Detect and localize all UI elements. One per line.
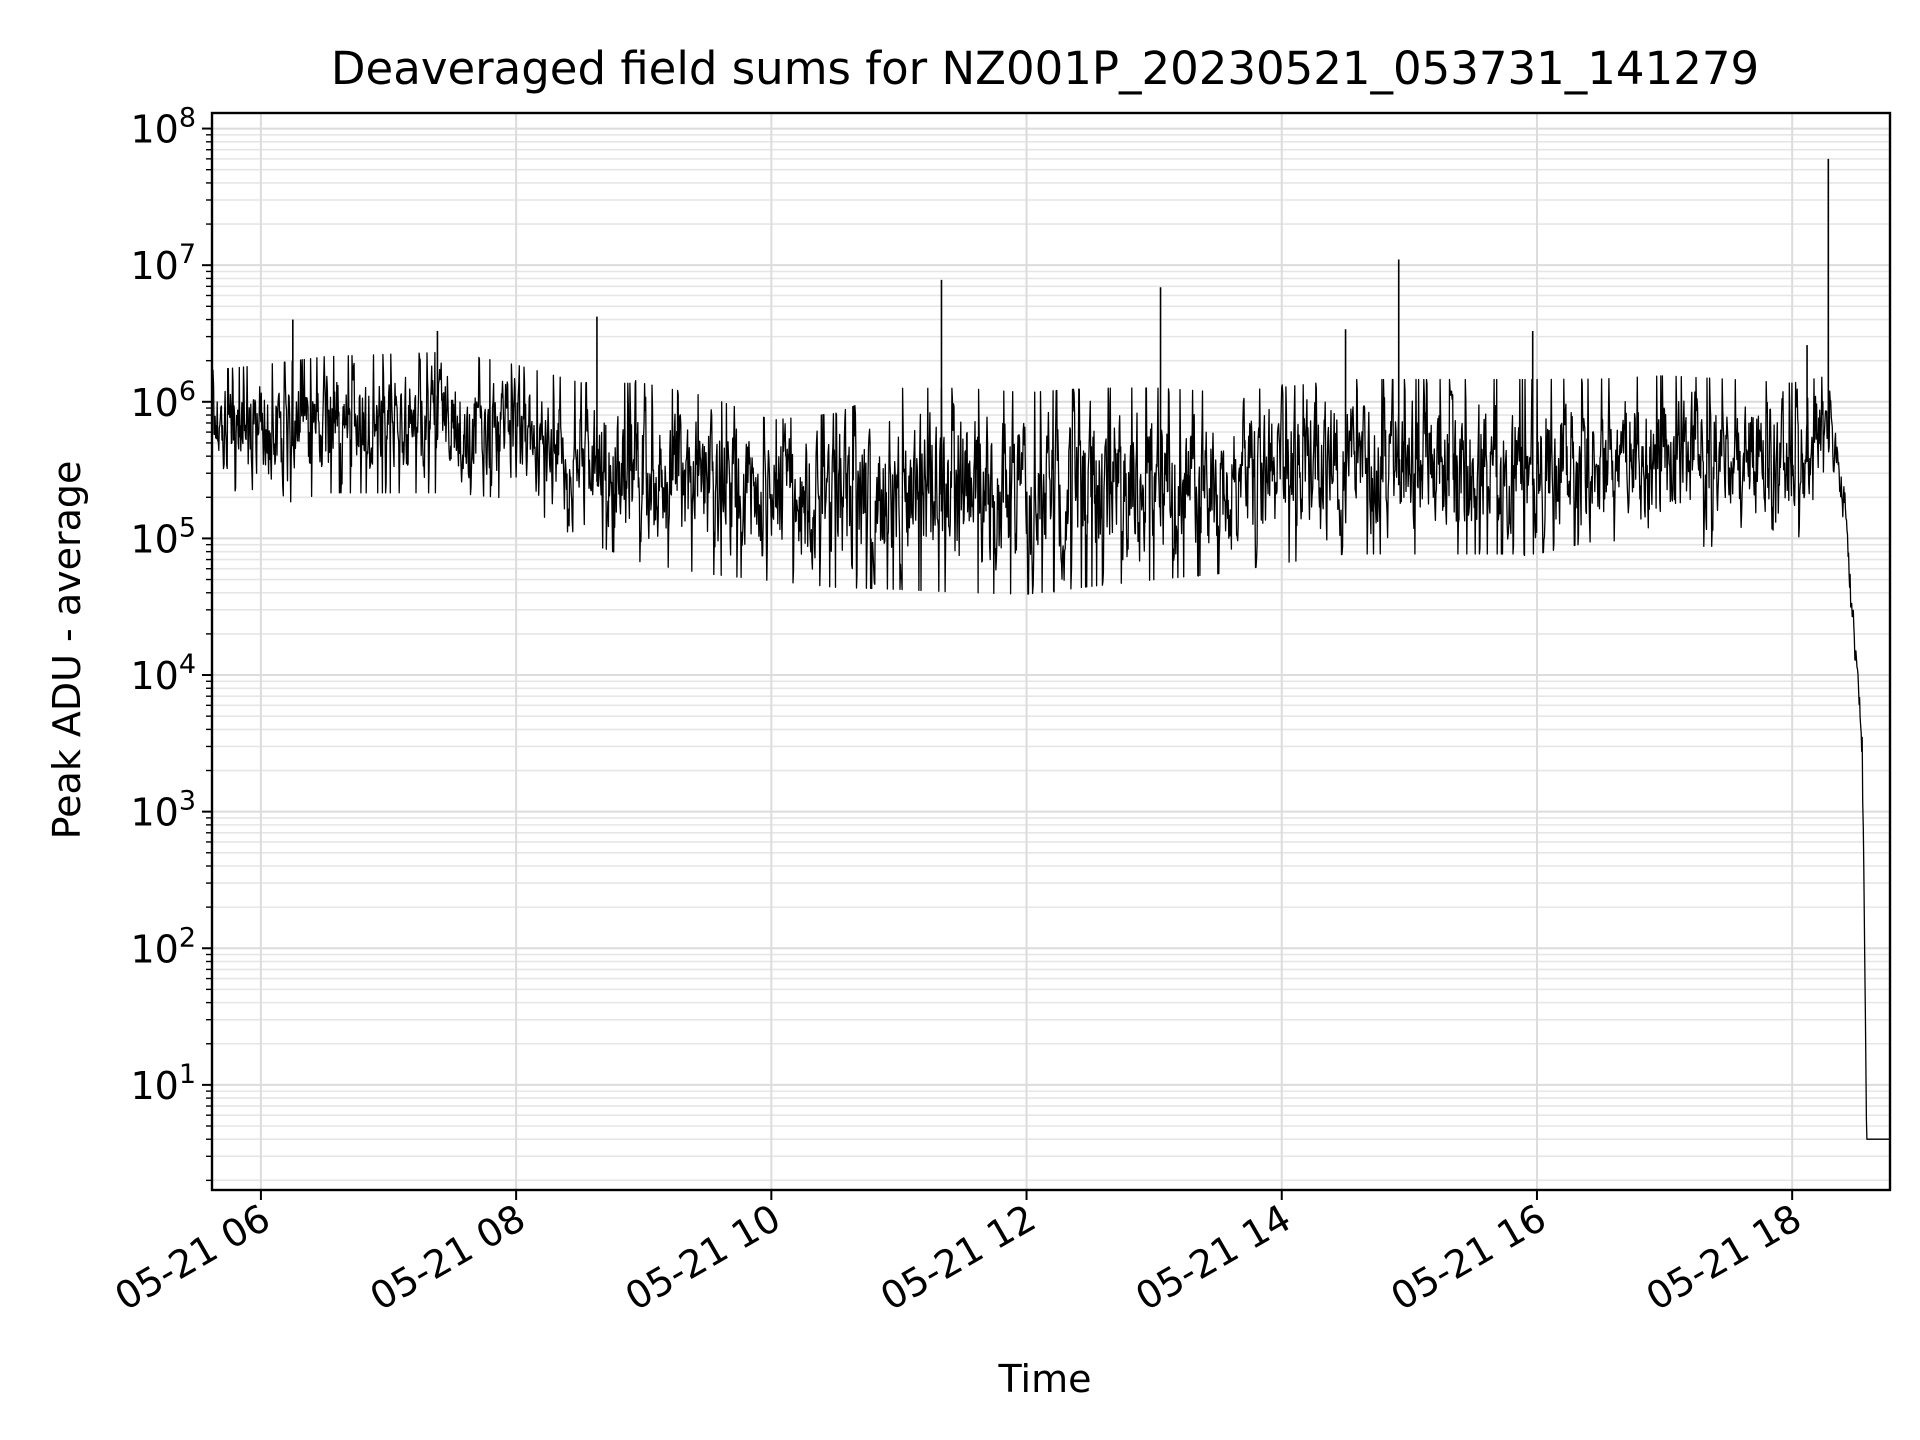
- y-tick-label: 107: [130, 239, 196, 288]
- y-tick-label: 106: [130, 376, 196, 425]
- y-axis: 101 102 103 104 105 106 107 108: [130, 103, 212, 1182]
- y-tick-label: 102: [130, 922, 196, 971]
- y-tick-label: 103: [130, 786, 196, 835]
- y-axis-label: Peak ADU - average: [45, 461, 89, 840]
- y-tick-label: 101: [130, 1059, 196, 1108]
- chart-title: Deaveraged field sums for NZ001P_2023052…: [331, 42, 1759, 95]
- grid: [212, 113, 1890, 1190]
- series: [211, 158, 1891, 1140]
- x-axis-label: Time: [998, 1357, 1092, 1401]
- plot-frame: [210, 111, 1892, 1192]
- y-tick-label: 105: [130, 512, 196, 561]
- series-line: [211, 351, 1891, 1140]
- y-tick-label: 108: [130, 103, 196, 152]
- y-tick-label: 104: [130, 649, 196, 698]
